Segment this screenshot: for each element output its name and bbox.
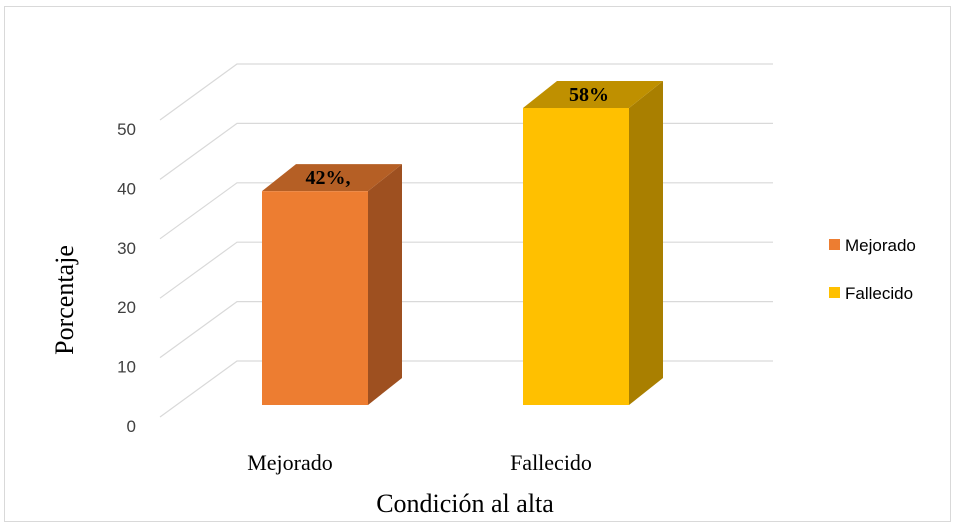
x-category-label: Fallecido: [510, 450, 592, 475]
legend: Mejorado Fallecido: [829, 236, 916, 303]
y-tick-labels: 0 10 20 30 40 50: [117, 120, 136, 436]
bar-side: [629, 81, 663, 405]
gridline: [159, 301, 773, 359]
bar-side: [368, 164, 402, 405]
gridline: [159, 360, 773, 418]
bar-top: [262, 164, 402, 192]
gridline: [159, 182, 773, 240]
bar-fallecido: [523, 81, 663, 405]
gridline: [159, 63, 773, 121]
y-axis-title: Porcentaje: [50, 245, 79, 355]
y-tick-label: 40: [117, 179, 136, 198]
gridlines: [159, 63, 773, 418]
legend-swatch-fallecido: [829, 287, 840, 298]
data-label: 58%: [569, 84, 609, 106]
bar-front: [262, 191, 368, 405]
x-axis-title: Condición al alta: [376, 489, 554, 518]
bar-mejorado: [262, 164, 402, 405]
x-category-labels: Mejorado Fallecido: [247, 450, 592, 475]
y-tick-label: 10: [117, 358, 136, 377]
y-tick-label: 20: [117, 298, 136, 317]
gridline: [159, 122, 773, 180]
y-tick-label: 50: [117, 120, 136, 139]
y-tick-label: 30: [117, 239, 136, 258]
legend-label-mejorado: Mejorado: [845, 236, 916, 255]
legend-label-fallecido: Fallecido: [845, 284, 913, 303]
bar-top: [523, 81, 663, 108]
y-tick-label: 0: [127, 417, 136, 436]
bar-front: [523, 108, 629, 405]
data-labels: 42%, 58%: [306, 84, 610, 189]
legend-swatch-mejorado: [829, 239, 840, 250]
bars: [262, 81, 663, 405]
gridline: [159, 241, 773, 299]
chart-frame: [4, 6, 951, 522]
data-label: 42%,: [306, 167, 351, 189]
x-category-label: Mejorado: [247, 450, 333, 475]
